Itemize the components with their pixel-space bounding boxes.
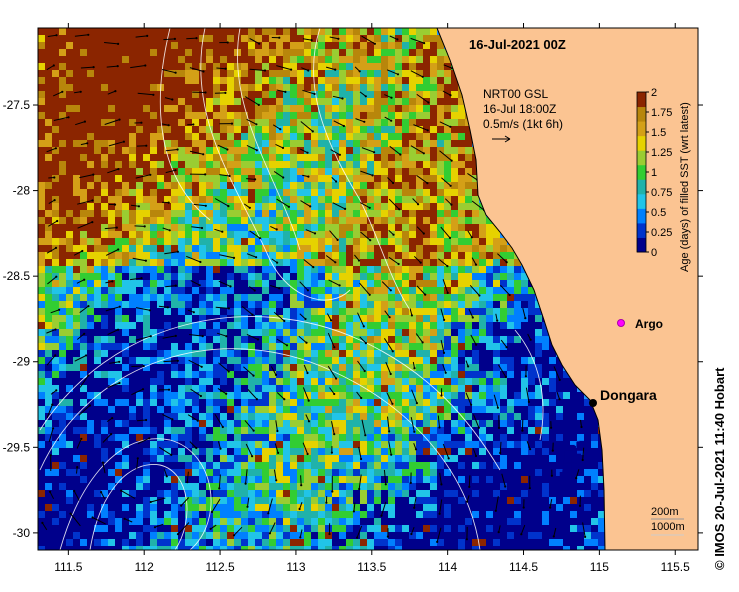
x-tick-label: 114 [438, 560, 457, 574]
y-tick-label: -29.5 [3, 440, 31, 454]
dongara-label: Dongara [600, 387, 657, 403]
map-title: 16-Jul-2021 00Z [469, 37, 566, 52]
x-tick-label: 112.5 [205, 560, 234, 574]
x-tick-label: 115.5 [661, 560, 690, 574]
colorbar-tick-label: 2 [651, 87, 657, 99]
colorbar-tick-label: 1.25 [651, 147, 672, 159]
y-tick-label: -29 [13, 355, 31, 369]
x-tick-label: 111.5 [54, 560, 83, 574]
scale-arrow [492, 135, 511, 143]
contour-label-200m: 200m [651, 506, 679, 518]
land-mass [436, 28, 698, 550]
y-tick-label: -28 [13, 184, 31, 198]
y-tick-label: -30 [13, 526, 31, 540]
x-tick-label: 115 [590, 560, 609, 574]
current-vectors [41, 33, 587, 544]
map-plot-area [38, 28, 698, 550]
dongara-marker: Dongara [589, 387, 657, 407]
velocity-contours [39, 28, 544, 550]
colorbar-tick-label: 1 [651, 167, 657, 179]
product-line-2: 16-Jul 18:00Z [483, 102, 556, 116]
colorbar-tick-label: 0.25 [651, 227, 672, 239]
contour-label-1000m: 1000m [651, 521, 685, 533]
map-frame [37, 27, 699, 551]
product-line-3: 0.5m/s (1kt 6h) [483, 117, 563, 131]
argo-marker: Argo [617, 317, 663, 331]
colorbar-tick-label: 0.5 [651, 207, 666, 219]
colorbar: 2 1.75 1.5 1.25 1 0.75 0.5 0.25 0 [636, 87, 672, 259]
product-line-1: NRT00 GSL [483, 87, 548, 101]
axes: 111.5 112 112.5 113 113.5 114 114.5 115 115.5 -27… [3, 23, 703, 574]
colorbar-label: Age (days) of filled SST (wrt latest) [679, 102, 691, 272]
x-tick-label: 113.5 [357, 560, 386, 574]
colorbar-tick-label: 0 [651, 247, 657, 259]
credit-text: © IMOS 20-Jul-2021 11:40 Hobart [712, 367, 727, 571]
x-tick-label: 113 [286, 560, 305, 574]
argo-label: Argo [635, 317, 663, 331]
colorbar-tick-label: 0.75 [651, 187, 672, 199]
x-tick-label: 114.5 [509, 560, 538, 574]
y-tick-label: -27.5 [3, 98, 31, 112]
y-tick-label: -28.5 [3, 269, 31, 283]
x-tick-label: 112 [135, 560, 154, 574]
colorbar-tick-label: 1.75 [651, 107, 672, 119]
colorbar-tick-label: 1.5 [651, 127, 666, 139]
